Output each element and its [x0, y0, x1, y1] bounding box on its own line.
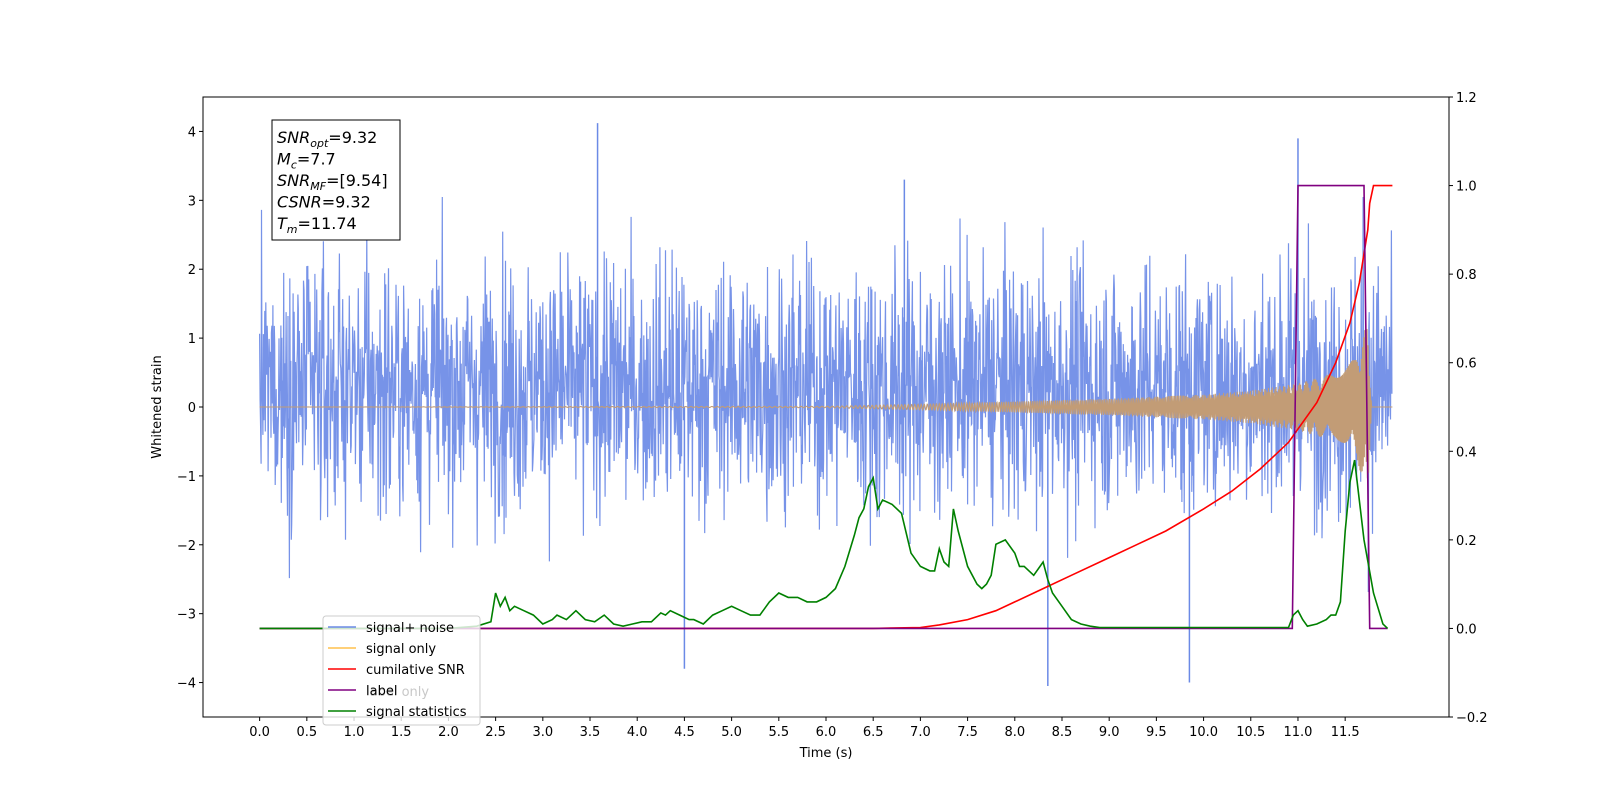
- y-left-tick-label: −3: [177, 608, 196, 623]
- info-box-line: Tm=11.74: [277, 214, 357, 236]
- y-right-tick-label: −0.2: [1456, 711, 1488, 726]
- signal-statistics-line: [259, 459, 1389, 630]
- x-tick-label: 10.0: [1189, 725, 1218, 740]
- signal-only-series: [259, 326, 1393, 479]
- y-right-tick-label: 0.6: [1456, 357, 1477, 372]
- left-y-axis: −4 −3 −2 −1 0 1 2 3 4: [177, 125, 203, 692]
- info-box-line: CSNR=9.32: [277, 193, 371, 212]
- info-box-line: SNRopt=9.32: [277, 128, 377, 150]
- legend-label: cumilative SNR: [366, 663, 465, 678]
- x-tick-label: 8.5: [1052, 725, 1073, 740]
- signal-noise-series: [259, 123, 1393, 686]
- signal-noise-line: [259, 196, 1393, 593]
- y-left-tick-label: 0: [188, 401, 196, 416]
- info-box-line: SNRMF=[9.54]: [277, 171, 388, 193]
- x-tick-label: 5.5: [768, 725, 789, 740]
- legend-label: signal+ noise: [366, 621, 454, 636]
- right-y-axis: −0.2 0.0 0.2 0.4 0.6 0.8 1.0 1.2: [1449, 91, 1488, 726]
- signal-only-line: [259, 326, 1393, 479]
- x-tick-label: 3.5: [580, 725, 601, 740]
- x-tick-label: 6.5: [863, 725, 884, 740]
- x-axis-label: Time (s): [799, 746, 853, 761]
- y-right-tick-label: 0.4: [1456, 445, 1477, 460]
- x-tick-label: 2.5: [485, 725, 506, 740]
- y-left-tick-label: −4: [177, 677, 196, 692]
- x-tick-label: 4.5: [674, 725, 695, 740]
- y-left-tick-label: 1: [188, 332, 196, 347]
- x-tick-label: 3.0: [532, 725, 553, 740]
- x-tick-label: 0.5: [296, 725, 317, 740]
- x-tick-label: 1.5: [391, 725, 412, 740]
- left-y-axis-label: Whitened strain: [150, 355, 165, 458]
- x-axis: 0.0 0.5 1.0 1.5 2.0 2.5 3.0 3.5 4.0 4.5 5.0 5.5 6.0 6…: [249, 717, 1360, 740]
- y-right-tick-label: 1.0: [1456, 180, 1477, 195]
- x-tick-label: 4.0: [627, 725, 648, 740]
- x-tick-label: 6.0: [816, 725, 837, 740]
- info-box-frame: [271, 119, 401, 241]
- x-tick-label: 7.0: [910, 725, 931, 740]
- label-line: [259, 184, 1388, 630]
- x-tick-label: 5.0: [721, 725, 742, 740]
- legend-occluded-text: label only: [366, 685, 429, 700]
- legend: label only signal+ noise signal only cumila…: [322, 615, 481, 726]
- y-left-tick-label: 2: [188, 263, 196, 278]
- x-tick-label: 10.5: [1236, 725, 1265, 740]
- cumilative-snr-line: [259, 184, 1393, 630]
- legend-label: label: [366, 684, 397, 699]
- y-right-tick-label: 0.0: [1456, 622, 1477, 637]
- x-tick-label: 11.0: [1283, 725, 1312, 740]
- y-left-tick-label: −2: [177, 539, 196, 554]
- y-right-tick-label: 0.8: [1456, 268, 1477, 283]
- y-left-tick-label: −1: [177, 470, 196, 485]
- y-right-tick-label: 0.2: [1456, 534, 1477, 549]
- legend-label: signal statistics: [366, 705, 467, 720]
- info-box-line: Mc=7.7: [277, 150, 336, 172]
- x-tick-label: 2.0: [438, 725, 459, 740]
- x-tick-label: 9.5: [1146, 725, 1167, 740]
- y-left-tick-label: 3: [188, 194, 196, 209]
- legend-frame: [322, 615, 481, 726]
- right-axis-series: [259, 184, 1393, 630]
- y-left-tick-label: 4: [188, 125, 196, 140]
- x-tick-label: 9.0: [1099, 725, 1120, 740]
- x-tick-label: 1.0: [344, 725, 365, 740]
- legend-label: signal only: [366, 642, 436, 657]
- x-tick-label: 0.0: [249, 725, 270, 740]
- x-tick-label: 11.5: [1331, 725, 1360, 740]
- x-tick-label: 8.0: [1004, 725, 1025, 740]
- x-tick-label: 7.5: [957, 725, 978, 740]
- y-right-tick-label: 1.2: [1456, 91, 1477, 106]
